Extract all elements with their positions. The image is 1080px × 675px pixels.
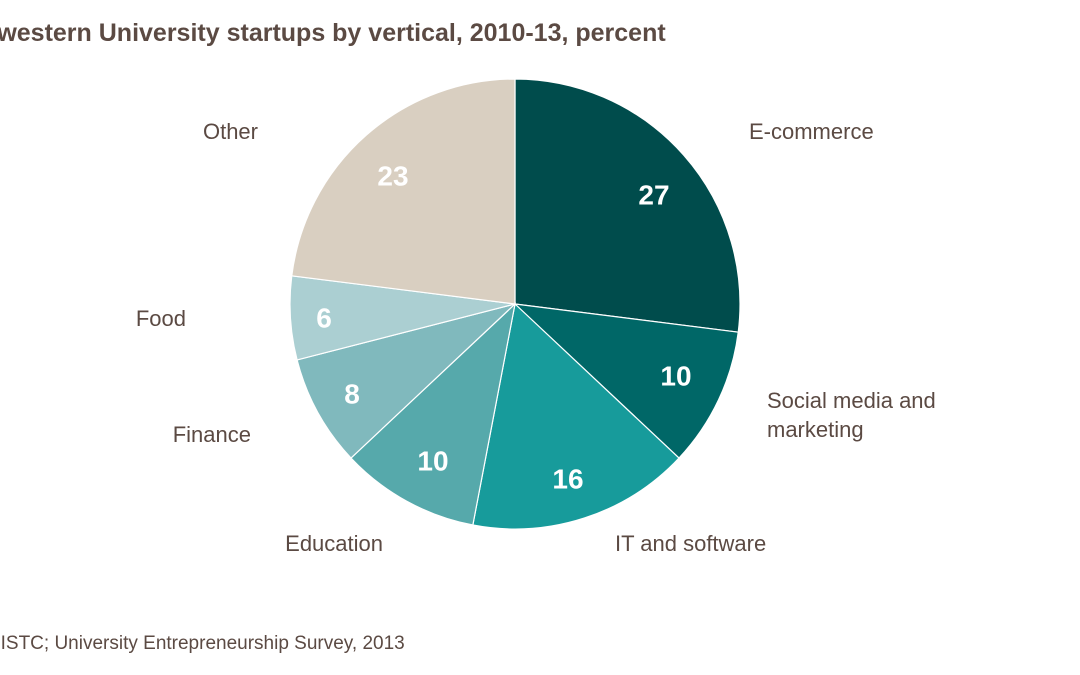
category-label-finance: Finance [173,422,251,447]
pie-slice-e-commerce [514,78,741,333]
value-label-it-and-software: 16 [552,464,583,495]
source-note: ce: ISTC; University Entrepreneurship Su… [0,633,405,654]
category-label-education: Education [285,531,383,556]
value-label-food: 6 [316,303,332,334]
pie-slice-education [350,302,516,526]
value-label-other: 23 [377,161,408,192]
pie-slices [289,78,741,530]
value-label-finance: 8 [344,379,360,410]
value-label-education: 10 [417,446,448,477]
category-label-social-media-and-marketing: Social media and marketing [767,388,936,442]
value-label-e-commerce: 27 [638,180,669,211]
pie-slice-it-and-software [472,302,680,530]
pie-slice-social-media-and-marketing [513,303,739,459]
category-label-other: Other [203,119,258,144]
pie-slice-other [291,78,516,305]
category-label-food: Food [136,306,186,331]
pie-slice-finance [296,303,516,459]
category-label-e-commerce: E-commerce [749,119,874,144]
chart-title: rthwestern University startups by vertic… [0,19,666,47]
value-labels: 27 10 16 10 8 6 23 [316,161,691,495]
category-labels: E-commerce Social media and marketing IT an… [136,119,936,556]
value-label-social-media-and-marketing: 10 [660,361,691,392]
category-label-it-and-software: IT and software [615,531,766,556]
